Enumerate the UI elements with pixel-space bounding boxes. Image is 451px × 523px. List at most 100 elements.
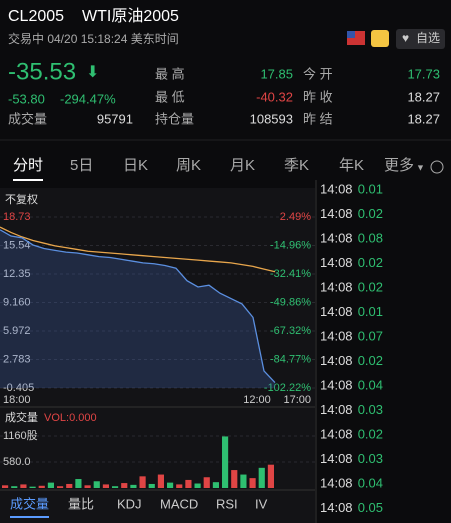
volume-bar xyxy=(20,484,27,488)
y-tick-label: 15.54 xyxy=(3,239,31,251)
volume-bar xyxy=(66,483,73,488)
average-line xyxy=(0,226,276,273)
stat-value: 108593 xyxy=(250,111,293,126)
volume-bar xyxy=(47,482,54,488)
y-tick-label: 1160股 xyxy=(3,429,38,442)
indicator-tab[interactable]: 量比 xyxy=(68,496,94,511)
stat-label: 持仓量 xyxy=(155,111,194,126)
trade-time: 14:08 xyxy=(320,181,353,196)
indicator-tab[interactable]: IV xyxy=(255,496,268,511)
settings-icon[interactable] xyxy=(430,160,444,174)
adjust-label: 不复权 xyxy=(5,192,38,206)
tab[interactable]: 月K xyxy=(230,157,255,174)
tab[interactable]: 周K xyxy=(176,157,201,174)
pct-label: -67.32% xyxy=(270,325,311,337)
pct-label: -14.96% xyxy=(270,239,311,251)
x-tick-label: 18:00 xyxy=(3,394,31,406)
trade-price: 0.03 xyxy=(358,402,383,417)
trade-time: 14:08 xyxy=(320,426,353,441)
trade-price: 0.02 xyxy=(358,206,383,221)
watch-button[interactable] xyxy=(396,29,445,49)
volume-bar xyxy=(157,474,164,488)
tab[interactable]: 年K xyxy=(339,157,364,174)
volume-bar xyxy=(176,484,183,488)
pct-label: -84.77% xyxy=(270,353,311,365)
volume-bar xyxy=(2,485,9,488)
y-tick-label: -0.405 xyxy=(3,382,34,394)
x-tick-label: 17:00 xyxy=(283,394,311,406)
trade-time: 14:08 xyxy=(320,230,353,245)
volume-bar xyxy=(29,486,36,488)
trade-price: 0.02 xyxy=(358,353,383,368)
volume-bar xyxy=(240,474,247,488)
volume-bar xyxy=(222,436,229,488)
trade-price: 0.04 xyxy=(358,475,383,490)
change: -53.80 xyxy=(8,91,45,106)
trade-time: 14:08 xyxy=(320,451,353,466)
volume: 95791 xyxy=(97,111,133,126)
volume-bar xyxy=(148,483,155,488)
y-tick-label: 12.35 xyxy=(3,268,31,280)
x-tick-label: 12:00 xyxy=(243,394,271,406)
trade-price: 0.02 xyxy=(358,279,383,294)
change-pct: -294.47% xyxy=(60,91,116,106)
volume-bar xyxy=(57,486,64,488)
volume-bar xyxy=(93,481,100,488)
volume-bar xyxy=(112,486,119,488)
instrument-name: WTI原油2005 xyxy=(82,7,179,25)
trade-price: 0.02 xyxy=(358,255,383,270)
volume-bar xyxy=(231,470,238,488)
pct-label: -32.41% xyxy=(270,268,311,280)
indicator-tab[interactable]: MACD xyxy=(160,496,198,511)
trade-price: 0.04 xyxy=(358,377,383,392)
trade-time: 14:08 xyxy=(320,500,353,515)
trade-price: 0.05 xyxy=(358,500,383,515)
volume-bar xyxy=(121,483,128,488)
volume-bar xyxy=(38,485,45,488)
stat-value: 17.73 xyxy=(407,66,440,81)
trade-time: 14:08 xyxy=(320,206,353,221)
y-tick-label: 5.972 xyxy=(3,325,31,337)
pct-label: 2.49% xyxy=(280,211,311,223)
volume-title: 成交量 xyxy=(5,410,38,424)
tab[interactable]: 5日 xyxy=(70,157,93,174)
trade-time: 14:08 xyxy=(320,377,353,392)
y-tick-label: 18.73 xyxy=(3,211,31,223)
volume-bar xyxy=(11,486,18,488)
volume-bar xyxy=(75,479,82,488)
volume-indicator: VOL:0.000 xyxy=(44,412,97,424)
price-area xyxy=(0,229,275,388)
stat-value: -40.32 xyxy=(256,89,293,104)
volume-bar xyxy=(194,483,201,488)
tab[interactable]: 分时 xyxy=(13,157,43,174)
more-caret: ▼ xyxy=(416,162,425,172)
watch-label: 自选 xyxy=(416,31,440,45)
volume-bar xyxy=(130,484,137,488)
volume-bar xyxy=(139,476,146,488)
stat-label: 昨 结 xyxy=(303,111,333,126)
stat-label: 最 低 xyxy=(155,89,185,104)
symbol: CL2005 xyxy=(8,8,64,25)
indicator-tab[interactable]: KDJ xyxy=(117,496,142,511)
down-arrow: ⬇ xyxy=(86,64,99,81)
tab[interactable]: 更多 xyxy=(384,157,414,174)
y-tick-label: 9.160 xyxy=(3,296,31,308)
tab[interactable]: 日K xyxy=(123,157,148,174)
indicator-tab[interactable]: 成交量 xyxy=(10,496,49,511)
status: 交易中 04/20 15:18:24 美东时间 xyxy=(8,31,179,46)
volume-bar xyxy=(212,482,219,488)
trade-time: 14:08 xyxy=(320,475,353,490)
trade-price: 0.02 xyxy=(358,426,383,441)
trade-time: 14:08 xyxy=(320,402,353,417)
tab[interactable]: 季K xyxy=(284,157,309,174)
stat-value: 17.85 xyxy=(260,66,293,81)
y-tick-label: 580.0 xyxy=(3,456,31,468)
trade-time: 14:08 xyxy=(320,328,353,343)
coin-icon[interactable] xyxy=(371,30,389,47)
stat-label: 最 高 xyxy=(155,66,185,81)
trade-time: 14:08 xyxy=(320,255,353,270)
trade-time: 14:08 xyxy=(320,353,353,368)
indicator-tab[interactable]: RSI xyxy=(216,496,238,511)
last-price: -35.53 xyxy=(8,58,76,85)
